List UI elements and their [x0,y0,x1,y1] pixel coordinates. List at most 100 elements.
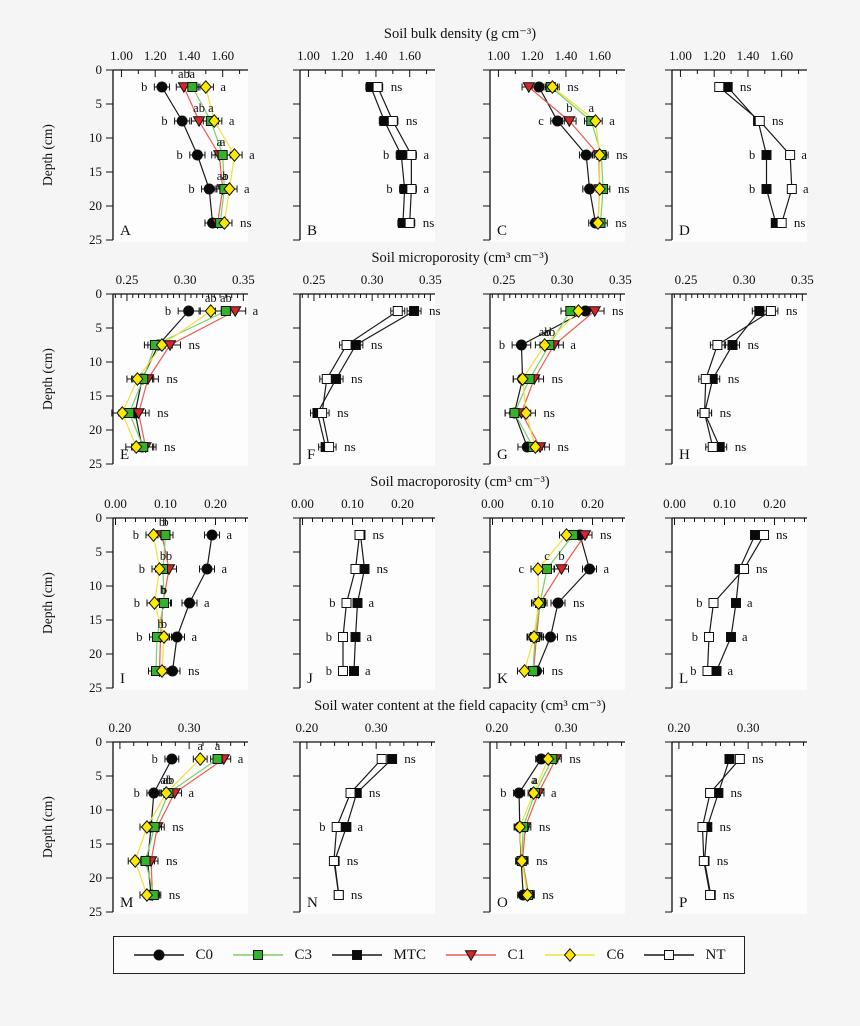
svg-text:1.20: 1.20 [703,48,726,63]
svg-text:ns: ns [371,337,383,352]
svg-text:ns: ns [618,181,630,196]
svg-text:b: b [161,114,167,128]
svg-text:b: b [749,182,755,196]
svg-text:ns: ns [172,819,184,834]
svg-text:0.10: 0.10 [531,496,554,511]
svg-text:0.20: 0.20 [668,720,691,735]
svg-text:D: D [679,223,690,239]
svg-text:b: b [692,630,698,644]
panel-B: 1.00 1.20 1.40 1.60 ns ns b a b a ns B [293,48,435,242]
svg-text:b: b [166,549,172,563]
svg-text:a: a [801,148,807,162]
svg-text:a: a [253,304,259,318]
c6-marker-icon [545,948,596,962]
svg-text:ns: ns [616,147,628,162]
svg-text:b: b [160,583,166,597]
svg-text:a: a [220,135,226,149]
svg-text:0.30: 0.30 [551,272,574,287]
svg-text:0.30: 0.30 [555,720,578,735]
svg-text:ns: ns [351,371,363,386]
svg-text:ab: ab [220,291,232,305]
svg-text:b: b [188,182,194,196]
svg-text:ns: ns [794,215,806,230]
chart-row-1: Soil bulk density (g cm⁻³) Depth (cm) 1.00… [0,26,860,250]
svg-text:b: b [161,583,167,597]
svg-text:1.40: 1.40 [555,48,578,63]
svg-text:a: a [192,630,198,644]
svg-text:P: P [679,895,687,911]
y-axis-title: Depth (cm) [40,572,55,634]
svg-text:ns: ns [735,439,747,454]
svg-text:b: b [160,549,166,563]
svg-text:a: a [244,182,250,196]
svg-text:a: a [367,630,373,644]
svg-text:G: G [497,447,508,463]
svg-text:a: a [423,182,429,196]
svg-text:b: b [157,617,163,631]
svg-text:0: 0 [96,286,103,301]
svg-text:b: b [558,549,564,563]
legend-item-mtc: MTC [330,945,426,965]
svg-text:0.00: 0.00 [104,496,127,511]
svg-text:B: B [307,223,317,239]
y-axis-title: Depth (cm) [40,124,55,186]
svg-text:0.25: 0.25 [116,272,139,287]
svg-text:15: 15 [89,836,102,851]
svg-text:L: L [679,671,688,687]
svg-text:1.00: 1.00 [297,48,320,63]
svg-text:0.30: 0.30 [733,272,756,287]
svg-text:O: O [497,895,508,911]
svg-text:ns: ns [615,215,627,230]
svg-text:b: b [141,80,147,94]
svg-text:5: 5 [96,768,103,783]
svg-text:ns: ns [188,663,200,678]
svg-text:a: a [423,148,429,162]
svg-text:1.00: 1.00 [669,48,692,63]
svg-text:ns: ns [164,439,176,454]
svg-text:10: 10 [89,354,102,369]
svg-text:ns: ns [719,819,731,834]
svg-text:a: a [215,739,221,753]
svg-text:N: N [307,895,318,911]
svg-text:ab: ab [205,291,217,305]
svg-text:ns: ns [539,819,551,834]
svg-text:b: b [136,630,142,644]
svg-text:ns: ns [337,405,349,420]
svg-text:b: b [134,596,140,610]
svg-text:1.00: 1.00 [110,48,133,63]
svg-text:a: a [190,67,196,81]
svg-text:20: 20 [89,646,102,661]
legend-box: C0 C3 MTC C1 C6 NT [113,936,745,974]
panel-D: 1.00 1.20 1.40 1.60 ns ns b a b a ns D [665,48,809,242]
svg-text:H: H [679,447,690,463]
svg-text:b: b [177,148,183,162]
svg-text:b: b [139,562,145,576]
svg-text:ns: ns [351,887,363,902]
svg-text:ns: ns [752,751,764,766]
svg-text:0.30: 0.30 [178,720,201,735]
panel-N: 0.20 0.30 ns ns a b ns ns N [293,720,435,914]
svg-text:b: b [134,786,140,800]
svg-text:a: a [238,752,244,766]
svg-text:25: 25 [89,232,102,247]
svg-text:0.30: 0.30 [361,272,384,287]
svg-text:a: a [604,562,610,576]
svg-text:0: 0 [96,62,103,77]
svg-text:F: F [307,447,315,463]
svg-text:b: b [152,752,158,766]
svg-text:ns: ns [756,561,768,576]
svg-text:ab: ab [543,325,555,339]
svg-text:c: c [544,549,550,563]
svg-text:1.40: 1.40 [737,48,760,63]
svg-text:ns: ns [406,113,418,128]
svg-text:K: K [497,671,508,687]
chart-row-4: Soil water content at the field capacity… [0,698,860,922]
svg-text:a: a [217,135,223,149]
svg-text:ns: ns [740,79,752,94]
svg-text:a: a [189,786,195,800]
svg-text:a: a [728,664,734,678]
